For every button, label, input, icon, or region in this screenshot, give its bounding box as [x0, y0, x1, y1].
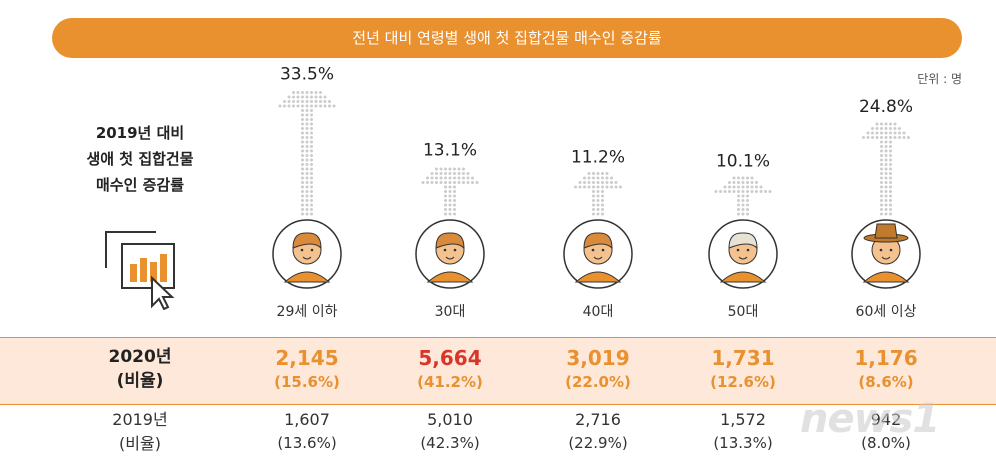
man-glasses-avatar-icon — [563, 219, 633, 289]
ratio-2019: (13.6%) — [277, 434, 337, 452]
value-2019: 2,716 — [575, 410, 621, 429]
value-2019: 1,607 — [284, 410, 330, 429]
chart-cursor-icon — [105, 231, 175, 310]
value-2020: 3,019 — [566, 346, 630, 370]
cell-2019-29-under: 1,607 (13.6%) — [237, 408, 377, 454]
bar-arrow — [714, 176, 772, 216]
cell-2020-30s: 5,664 (41.2%) — [380, 345, 520, 393]
man-hat-avatar-icon — [851, 219, 921, 289]
bar-arrow — [278, 91, 336, 216]
cell-2020-60-over: 1,176 (8.6%) — [816, 345, 956, 393]
category-label: 50대 — [728, 304, 759, 320]
ratio-2020: (15.6%) — [274, 373, 340, 391]
ratio-2019: (42.3%) — [420, 434, 480, 452]
chart-title-banner: 전년 대비 연령별 생애 첫 집합건물 매수인 증감률 — [52, 18, 962, 58]
ratio-2020: (41.2%) — [417, 373, 483, 391]
ratio-2020: (8.6%) — [858, 373, 914, 391]
category-label: 29세 이하 — [277, 304, 338, 320]
value-label: 13.1% — [423, 140, 477, 160]
value-2019: 1,572 — [720, 410, 766, 429]
value-label: 24.8% — [859, 97, 913, 117]
category-label: 60세 이상 — [856, 304, 917, 320]
ratio-2019: (8.0%) — [861, 434, 911, 452]
watermark-logo: news1 — [800, 396, 940, 442]
bar-arrow — [421, 167, 479, 216]
ratio-2019: (22.9%) — [568, 434, 628, 452]
side-title: 2019년 대비 생애 첫 집합건물 매수인 증감률 — [86, 124, 194, 194]
table-row-2019: 2019년 (비율) 1,607 (13.6%) 5,010 (42.3%) 2… — [0, 404, 996, 465]
category-label: 30대 — [435, 304, 466, 320]
value-2020: 5,664 — [418, 346, 482, 370]
older-woman-avatar-icon — [708, 219, 778, 289]
row-label-2020: 2020년 (비율) — [108, 347, 172, 391]
ratio-2019: (13.3%) — [713, 434, 773, 452]
cell-2019-40s: 2,716 (22.9%) — [528, 408, 668, 454]
unit-label: 단위 : 명 — [917, 72, 962, 86]
young-man-avatar-icon — [272, 219, 342, 289]
value-label: 33.5% — [280, 65, 334, 85]
ratio-2020: (22.0%) — [565, 373, 631, 391]
cell-2019-60-over: 942 (8.0%) — [816, 408, 956, 454]
value-2020: 1,731 — [711, 346, 775, 370]
table-row-2020: 2020년 (비율) 2,145 (15.6%) 5,664 (41.2%) 3… — [0, 337, 996, 405]
value-2020: 1,176 — [854, 346, 918, 370]
ratio-2020: (12.6%) — [710, 373, 776, 391]
category-label: 40대 — [583, 304, 614, 320]
value-label: 10.1% — [716, 151, 770, 171]
value-2020: 2,145 — [275, 346, 339, 370]
bar-arrow — [862, 122, 910, 216]
value-label: 11.2% — [571, 147, 625, 167]
bar-arrow — [574, 172, 622, 216]
cell-2020-29-under: 2,145 (15.6%) — [237, 345, 377, 393]
cell-2019-30s: 5,010 (42.3%) — [380, 408, 520, 454]
value-2019: 5,010 — [427, 410, 473, 429]
chart-area: 33.5% 29세 이하 13.1% 30대 11.2% 40대 10.1% 50대 24.8%… — [272, 65, 921, 320]
woman-avatar-icon — [415, 219, 485, 289]
cell-2019-50s: 1,572 (13.3%) — [673, 408, 813, 454]
value-2019: 942 — [870, 410, 902, 429]
cell-2020-50s: 1,731 (12.6%) — [673, 345, 813, 393]
cell-2020-40s: 3,019 (22.0%) — [528, 345, 668, 393]
row-label-2019: 2019년 (비율) — [112, 410, 168, 453]
